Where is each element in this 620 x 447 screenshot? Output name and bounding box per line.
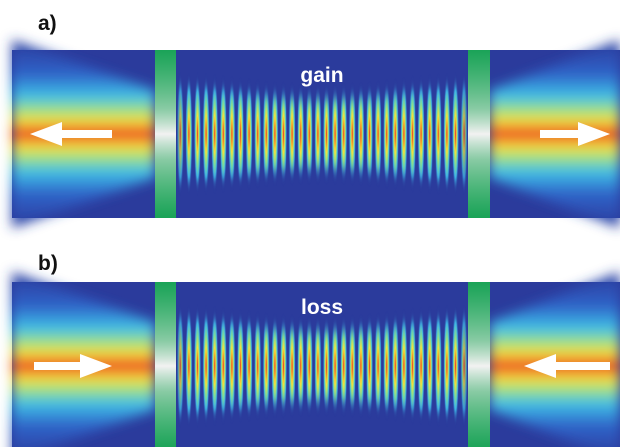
- medium-label: gain: [300, 64, 343, 87]
- panel-b: loss: [12, 272, 620, 447]
- panel-label: a): [38, 12, 57, 35]
- panel-a: gain: [12, 40, 620, 228]
- panel-label: b): [38, 252, 58, 275]
- medium-label: loss: [301, 296, 343, 319]
- figure: a) gain b) loss: [0, 0, 620, 447]
